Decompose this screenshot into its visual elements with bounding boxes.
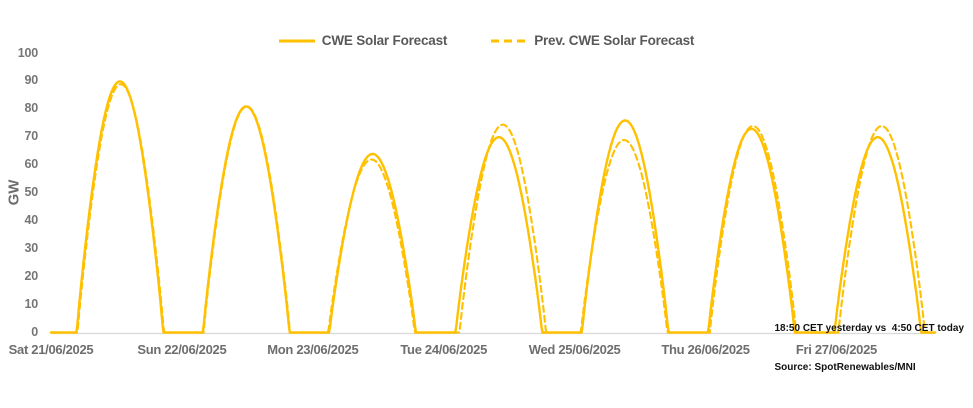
y-axis-tick-label: 30 bbox=[24, 240, 38, 255]
legend-solid-line-icon bbox=[278, 39, 315, 42]
y-axis-tick-label: 40 bbox=[24, 212, 38, 227]
source-note: Source: SpotRenewables/MNI bbox=[774, 362, 916, 373]
chart-footnote: 18:50 CET yesterday vs 4:50 CET today So… bbox=[774, 296, 964, 400]
y-axis-tick-label: 50 bbox=[24, 185, 38, 199]
y-axis-tick-label: 10 bbox=[24, 296, 38, 311]
timestamp-note: 18:50 CET yesterday vs 4:50 CET today bbox=[774, 323, 964, 334]
x-axis-tick-label: Thu 26/06/2025 bbox=[661, 342, 750, 357]
y-axis-tick-label: 90 bbox=[24, 73, 38, 88]
legend-dashed-line-icon bbox=[491, 39, 528, 42]
y-axis-tick-label: 70 bbox=[24, 129, 38, 144]
legend-item-prev-forecast: Prev. CWE Solar Forecast bbox=[491, 33, 694, 48]
forecast-line bbox=[49, 80, 937, 334]
x-axis-tick-label: Sat 21/06/2025 bbox=[8, 342, 94, 357]
chart-legend: CWE Solar Forecast Prev. CWE Solar Forec… bbox=[0, 33, 973, 48]
x-axis-tick-label: Fri 27/06/2025 bbox=[795, 342, 877, 357]
y-axis-tick-label: 20 bbox=[24, 268, 38, 283]
x-axis-tick-label: Tue 24/06/2025 bbox=[400, 342, 487, 357]
x-axis-tick-label: Sun 22/06/2025 bbox=[137, 342, 227, 357]
legend-item-forecast: CWE Solar Forecast bbox=[278, 33, 448, 48]
x-axis-tick-label: Wed 25/06/2025 bbox=[528, 342, 621, 357]
y-axis-tick-label: 80 bbox=[24, 101, 38, 116]
y-axis-tick-label: 100 bbox=[17, 45, 38, 60]
legend-label-prev-forecast: Prev. CWE Solar Forecast bbox=[534, 33, 695, 48]
y-axis-tick-label: 0 bbox=[31, 324, 38, 339]
y-axis-tick-label: 60 bbox=[24, 157, 38, 172]
prev-forecast-line bbox=[49, 83, 937, 334]
legend-label-forecast: CWE Solar Forecast bbox=[321, 33, 448, 48]
x-axis-tick-label: Mon 23/06/2025 bbox=[267, 342, 359, 357]
